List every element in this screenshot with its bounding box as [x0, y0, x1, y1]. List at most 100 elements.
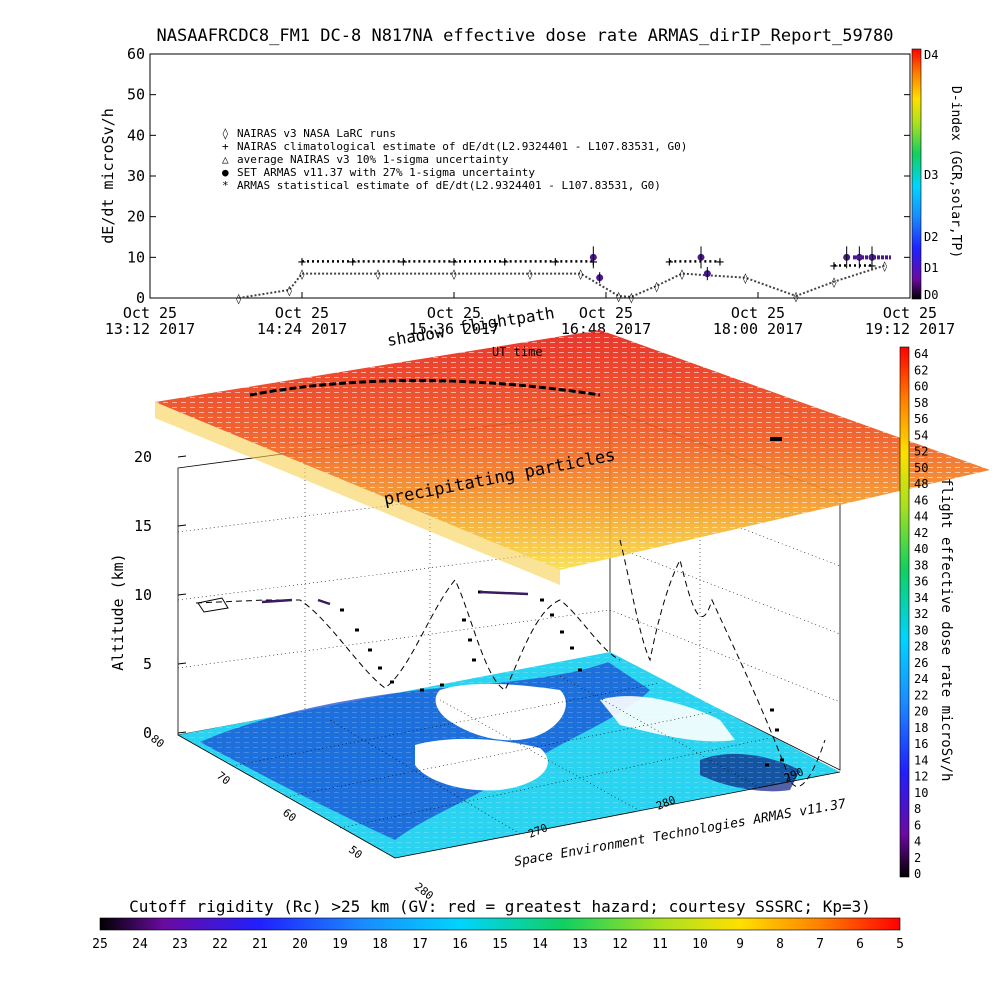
y-tick-label: 60	[127, 45, 145, 63]
d-index-colorbar	[911, 48, 922, 300]
lat-axis	[177, 734, 396, 859]
nairas-mark: ◊	[299, 269, 305, 281]
legend-symbol: +	[222, 140, 229, 153]
x-tick-time: 19:12 2017	[865, 320, 955, 338]
d-index-tick: D1	[924, 261, 938, 275]
dose-rate-tick: 42	[914, 526, 928, 540]
climatology-mark: +	[716, 254, 724, 270]
ut-time-label: UT time	[492, 345, 543, 359]
dose-rate-tick: 2	[914, 851, 921, 865]
x-tick-date: Oct 25	[731, 304, 785, 322]
cutoff-tick: 8	[776, 937, 784, 952]
dose-rate-tick: 64	[914, 347, 928, 361]
cutoff-tick: 5	[896, 937, 904, 952]
cutoff-tick: 6	[856, 937, 864, 952]
flight-track-top	[249, 379, 601, 397]
cutoff-gradient	[99, 917, 901, 931]
altitude-tick: 15	[134, 517, 152, 535]
altitude-tick-mark	[177, 731, 187, 734]
nairas-mark: ◊	[882, 260, 888, 272]
nairas-mark: ◊	[578, 269, 584, 281]
dose-rate-tick: 26	[914, 656, 928, 670]
dose-rate-tick: 22	[914, 688, 928, 702]
nairas-mark: ◊	[654, 281, 660, 293]
d-index-tick: D0	[924, 288, 938, 302]
cutoff-tick: 19	[332, 937, 348, 952]
slab-hatching	[155, 330, 990, 570]
climatology-mark: +	[551, 254, 559, 270]
d-index-tick: D4	[924, 48, 938, 62]
dose-rate-tick: 56	[914, 412, 928, 426]
cutoff-tick: 22	[212, 937, 228, 952]
d-index-tick: D3	[924, 168, 938, 182]
cutoff-tick: 15	[492, 937, 508, 952]
cutoff-tick: 7	[816, 937, 824, 952]
cutoff-tick: 21	[252, 937, 268, 952]
altitude-ticks: 0 5 10 15 20	[134, 448, 187, 742]
nairas-mark: ◊	[527, 269, 533, 281]
dose-rate-tick: 52	[914, 445, 928, 459]
latitude-tick: 50	[346, 843, 364, 861]
legend-entry: average NAIRAS v3 10% 1-sigma uncertaint…	[237, 153, 509, 166]
cutoff-tick: 24	[132, 937, 148, 952]
x-tick-date: Oct 25	[123, 304, 177, 322]
dose-rate-tick: 36	[914, 575, 928, 589]
cutoff-tick: 17	[412, 937, 428, 952]
dose-rate-tick: 12	[914, 770, 928, 784]
x-tick-time: 15:36 2017	[409, 320, 499, 338]
cutoff-tick: 14	[532, 937, 548, 952]
climatology-mark: +	[348, 254, 356, 270]
dose-rate-tick: 10	[914, 786, 928, 800]
x-tick-time: 18:00 2017	[713, 320, 803, 338]
dose-rate-colorbar	[899, 346, 910, 878]
cutoff-tick: 13	[572, 937, 588, 952]
climatology-mark: +	[500, 254, 508, 270]
cutoff-tick: 25	[92, 937, 108, 952]
legend-symbol: ●	[222, 166, 229, 179]
cutoff-rigidity-colorbar: Cutoff rigidity (Rc) >25 km (GV: red = g…	[92, 897, 904, 952]
nairas-mark: ◊	[616, 291, 622, 303]
altitude-tick-mark	[177, 524, 187, 527]
legend: ◊ NAIRAS v3 NASA LaRC runs + NAIRAS climato…	[222, 127, 687, 192]
dose-rate-tick: 48	[914, 477, 928, 491]
latitude-tick: 70	[214, 769, 232, 787]
cutoff-tick: 16	[452, 937, 468, 952]
dose-rate-label: flight effective dose rate microSv/h	[938, 478, 954, 781]
dose-rate-tick: 32	[914, 607, 928, 621]
flight-samples	[340, 590, 784, 767]
cutoff-tick: 10	[692, 937, 708, 952]
altitude-label: Altitude (km)	[109, 553, 127, 670]
altitude-tick: 0	[143, 724, 152, 742]
d-index-ticks: D4 D3 D2 D1 D0	[924, 48, 938, 302]
y-axis-ticks: 0 10 20 30 40 50 60	[127, 45, 910, 307]
dose-rate-tick: 44	[914, 510, 928, 524]
nairas-mark: ◊	[451, 269, 457, 281]
dose-rate-tick: 46	[914, 493, 928, 507]
climatology-mark: +	[830, 258, 838, 274]
series-marks: + + + + + + + + + + +◊◊◊ ◊ ◊ ◊ ◊◊ ◊◊◊ ◊◊◊◊	[236, 246, 891, 305]
x-tick-date: Oct 25	[579, 304, 633, 322]
d-index-label: D-index (GCR,solar,TP)	[948, 86, 963, 258]
nairas-mark: ◊	[679, 269, 685, 281]
dose-rate-tick: 58	[914, 396, 928, 410]
figure-title: NASAAFRCDC8_FM1 DC-8 N817NA effective do…	[157, 26, 894, 46]
dose-rate-tick: 62	[914, 363, 928, 377]
x-tick-date: Oct 25	[275, 304, 329, 322]
flight-shadow-path	[195, 539, 826, 787]
x-tick-time: 13:12 2017	[105, 320, 195, 338]
floor-gridlines	[231, 675, 771, 835]
dose-rate-tick: 30	[914, 623, 928, 637]
y-tick-label: 10	[127, 248, 145, 266]
altitude-tick-mark	[177, 455, 187, 458]
nairas-mark: ◊	[628, 292, 634, 304]
x-tick-time: 14:24 2017	[257, 320, 347, 338]
legend-symbol: ◊	[222, 127, 229, 140]
y-axis-label: dE/dt microSv/h	[99, 108, 117, 243]
legend-entry: SET ARMAS v11.37 with 27% 1-sigma uncert…	[237, 166, 535, 179]
climatology-mark: +	[450, 254, 458, 270]
dose-rate-tick: 4	[914, 835, 921, 849]
dose-rate-tick: 54	[914, 428, 928, 442]
y-tick-label: 0	[136, 289, 145, 307]
